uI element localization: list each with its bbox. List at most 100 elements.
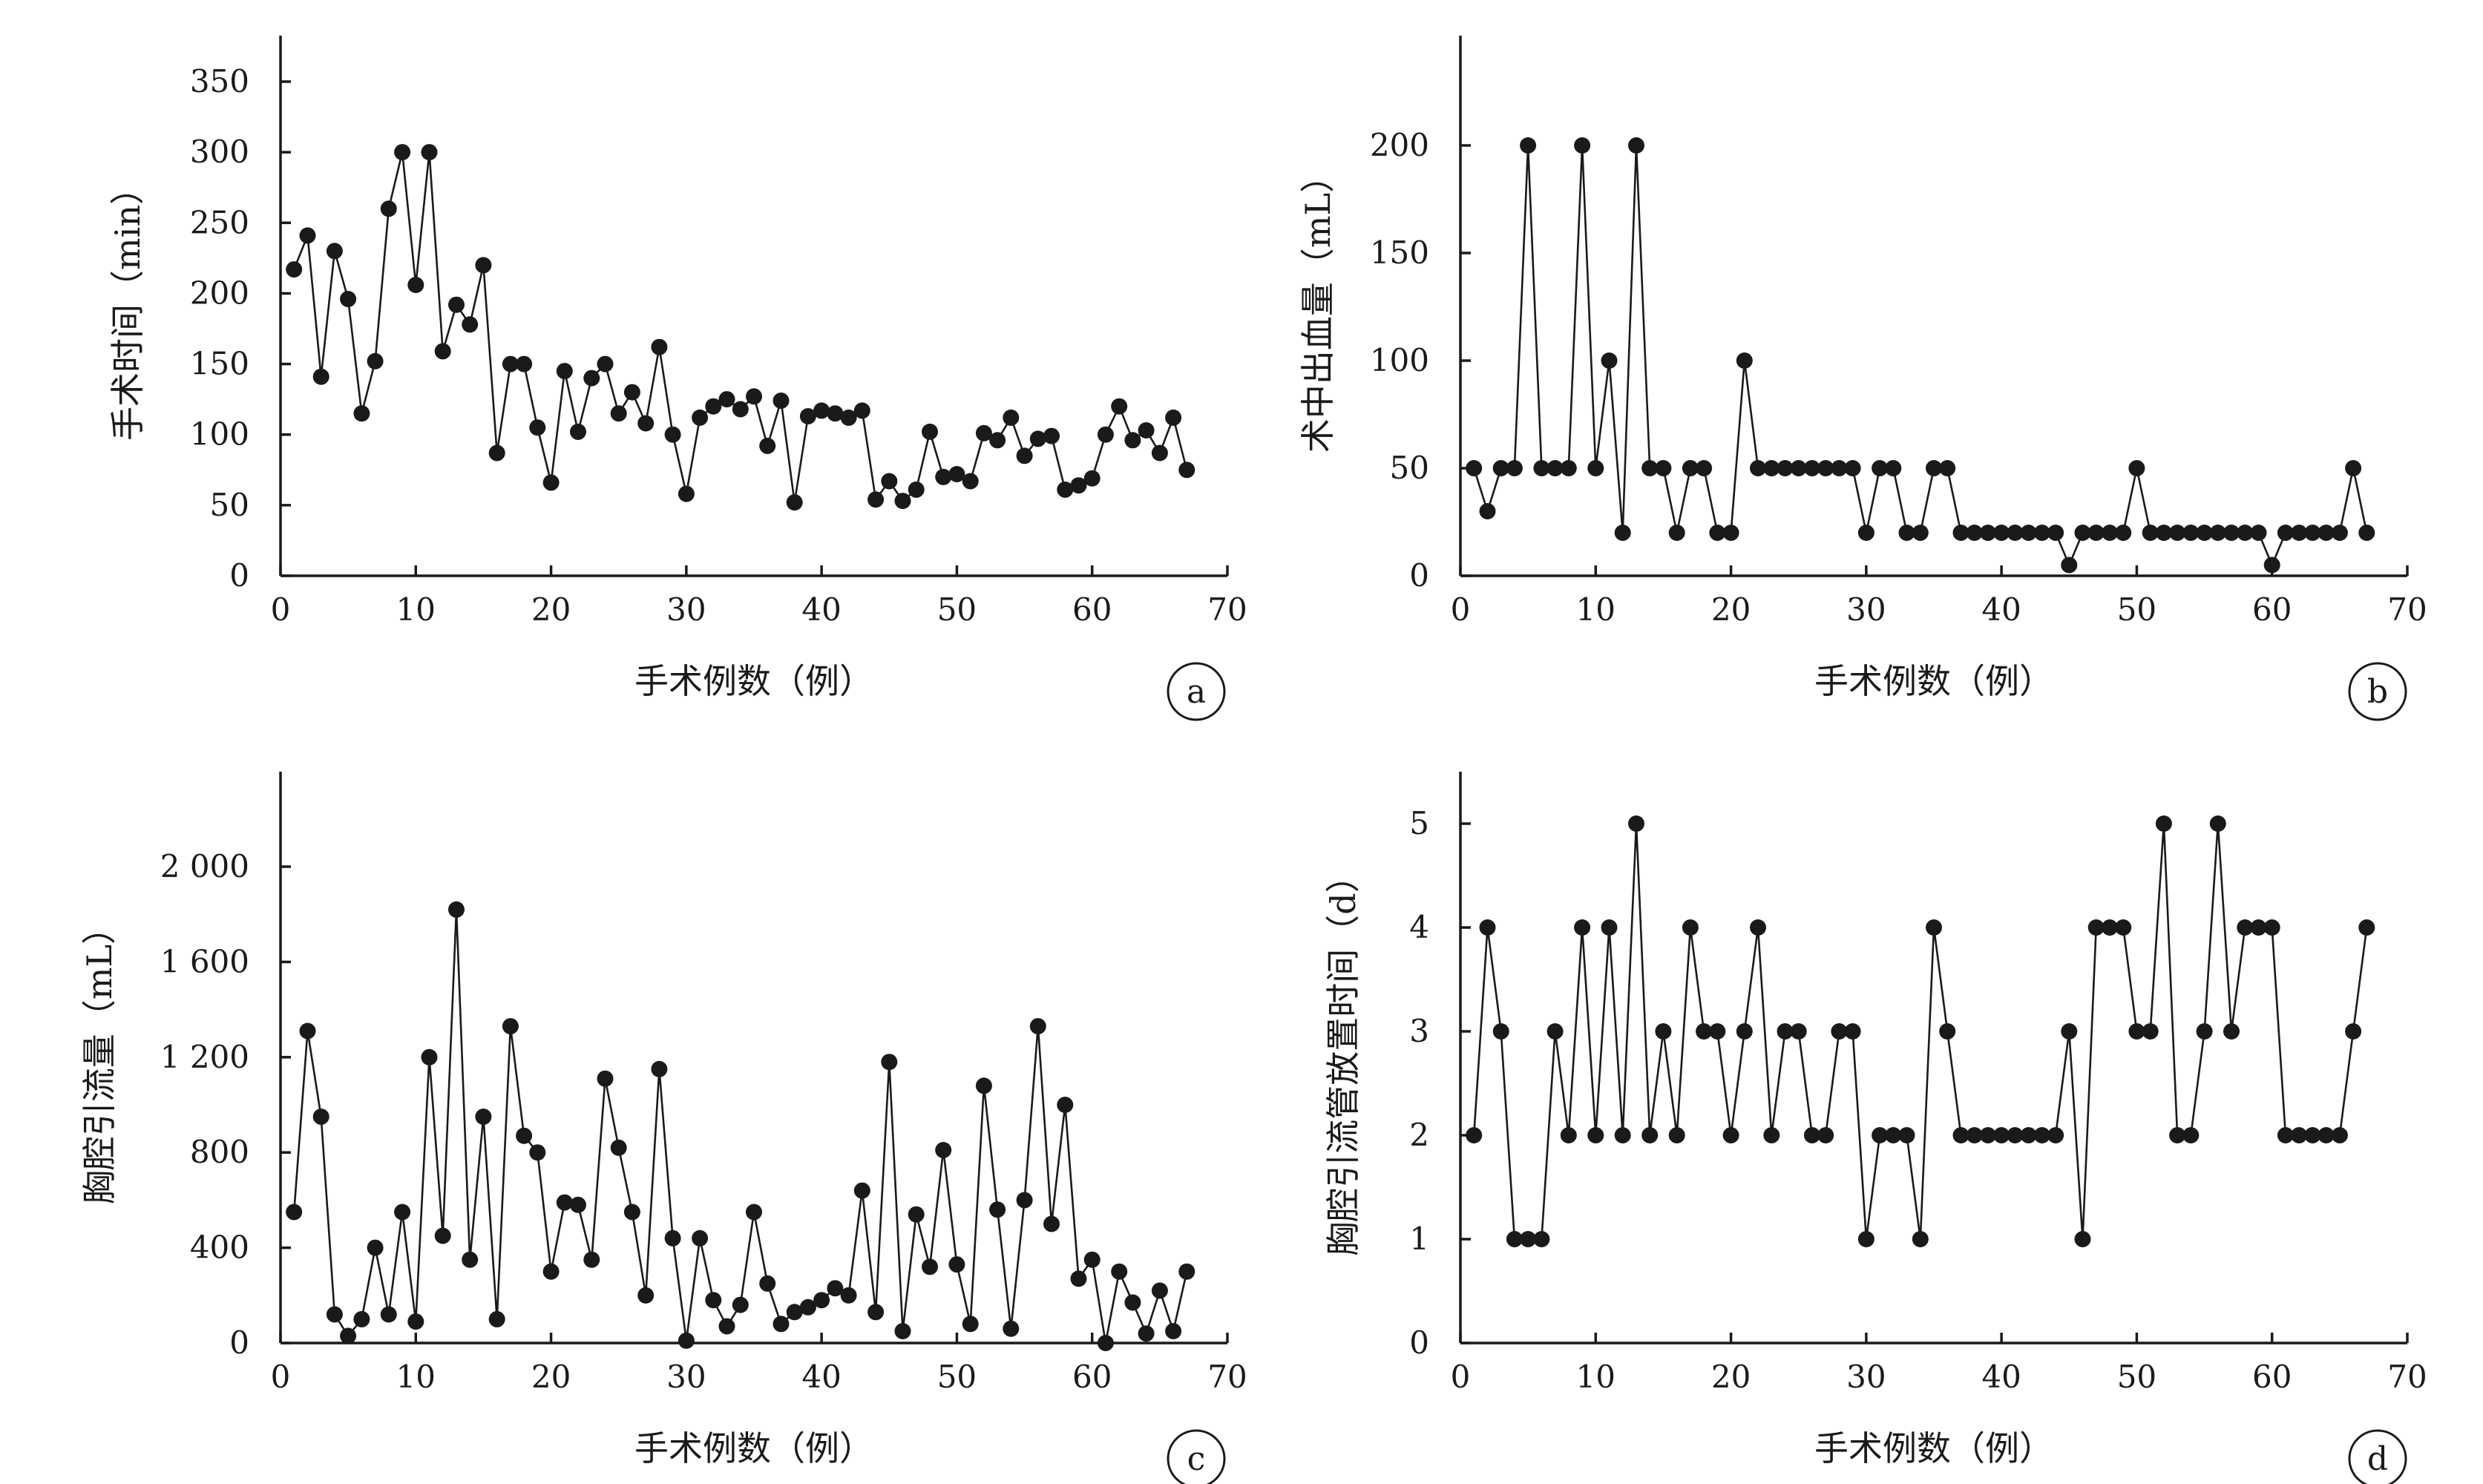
data-point [597, 1070, 614, 1087]
data-point [475, 257, 492, 274]
data-point [1601, 352, 1618, 369]
series-line [292, 909, 1188, 1344]
data-point [705, 398, 722, 415]
data-point [2155, 525, 2172, 541]
data-point [2209, 525, 2226, 541]
data-point [1668, 1127, 1685, 1143]
data-point [583, 1251, 600, 1268]
data-point [2128, 1023, 2145, 1040]
y-tick-label: 400 [190, 1229, 249, 1266]
x-axis-label: 手术例数（例） [634, 1428, 873, 1468]
data-point [516, 1127, 533, 1144]
data-point [989, 432, 1006, 449]
data-point [1831, 1023, 1848, 1040]
data-point [692, 1229, 709, 1247]
data-point [2182, 525, 2200, 541]
data-point [1952, 525, 1969, 541]
data-point [434, 343, 451, 360]
y-tick-label: 2 [1409, 1117, 1429, 1153]
x-tick-label: 10 [396, 1359, 436, 1395]
data-point [881, 1054, 898, 1071]
x-tick-label: 60 [2252, 1359, 2292, 1395]
data-point [759, 1275, 776, 1292]
x-tick-label: 40 [801, 591, 841, 628]
panel-badge-circle [2348, 1429, 2407, 1484]
y-tick-label: 350 [190, 63, 249, 99]
x-axis-label: 手术例数（例） [1814, 1428, 2053, 1468]
data-point [1614, 1127, 1631, 1143]
data-point [2182, 1127, 2200, 1143]
data-point [2196, 525, 2213, 541]
y-tick-label: 200 [1370, 127, 1429, 163]
data-point [2331, 525, 2348, 541]
data-point [975, 1077, 992, 1094]
data-point [2277, 525, 2294, 541]
data-point [2263, 919, 2280, 936]
data-point [2358, 919, 2375, 936]
data-point [1844, 1023, 1861, 1040]
data-point [1912, 525, 1929, 541]
data-point [746, 1204, 762, 1221]
data-point [1939, 1023, 1956, 1040]
data-point [1641, 1127, 1659, 1143]
data-point [1178, 462, 1195, 479]
data-point [1966, 525, 1983, 541]
data-point [1016, 447, 1033, 464]
data-point [1803, 1127, 1820, 1143]
data-point [326, 243, 343, 260]
data-point [380, 200, 397, 217]
data-point [1016, 1192, 1033, 1209]
data-point [651, 1060, 668, 1077]
data-point [448, 296, 465, 313]
data-point [840, 1287, 857, 1304]
data-point [502, 1018, 519, 1035]
data-point [542, 1263, 560, 1280]
data-point [705, 1292, 722, 1309]
data-point [502, 355, 519, 372]
data-point [570, 423, 586, 440]
data-point [1641, 460, 1659, 476]
data-point [1520, 1231, 1537, 1247]
data-point [732, 1296, 749, 1313]
data-point [867, 491, 885, 508]
data-point [475, 1109, 492, 1125]
data-point [853, 402, 870, 419]
panel-label: b [2367, 673, 2388, 711]
data-point [623, 1204, 640, 1221]
y-tick-label: 0 [1409, 1324, 1429, 1361]
data-point [1165, 1323, 1182, 1339]
data-point [1003, 409, 1020, 426]
data-point [1628, 815, 1644, 832]
data-point [2318, 525, 2335, 541]
data-point [1817, 460, 1834, 476]
x-tick-label: 30 [666, 591, 706, 628]
data-point [746, 388, 762, 405]
data-point [488, 1310, 505, 1327]
x-tick-label: 0 [1451, 591, 1471, 628]
data-point [1763, 460, 1780, 476]
y-tick-label: 1 600 [160, 943, 249, 979]
data-point [1003, 1320, 1020, 1337]
data-point [813, 1292, 830, 1309]
x-tick-label: 70 [2387, 1359, 2427, 1395]
data-point [2237, 919, 2254, 936]
data-point [2358, 525, 2375, 541]
data-point [1165, 409, 1182, 426]
y-tick-label: 800 [190, 1134, 249, 1170]
data-point [299, 227, 316, 244]
data-point [922, 423, 938, 440]
x-tick-label: 30 [666, 1359, 706, 1395]
data-point [1533, 1231, 1550, 1247]
x-tick-label: 70 [1207, 1359, 1247, 1395]
data-point [2128, 460, 2145, 476]
data-point [1097, 426, 1114, 443]
data-point [1111, 398, 1128, 415]
data-point [1614, 525, 1631, 541]
data-point [421, 1048, 438, 1066]
data-point [1952, 1127, 1969, 1143]
data-point [1979, 525, 1996, 541]
data-point [583, 370, 600, 387]
data-point [894, 1323, 911, 1339]
x-tick-label: 20 [1711, 591, 1751, 628]
y-tick-label: 250 [190, 204, 249, 240]
